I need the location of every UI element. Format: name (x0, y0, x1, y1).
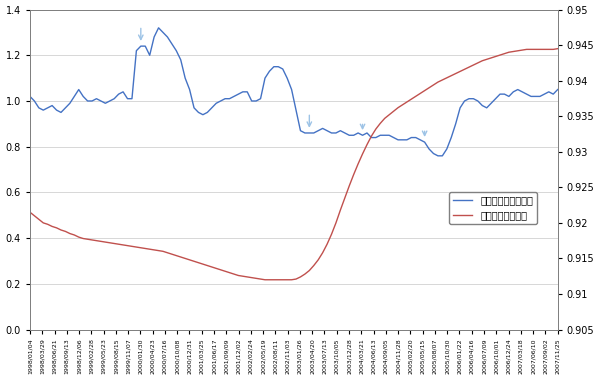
三井不動産（左軸） (394, 138, 401, 142)
三井不動産（左軸） (434, 154, 442, 158)
三井不動産（左軸） (554, 87, 561, 92)
三井不動産（左軸） (173, 48, 180, 53)
Line: 三菱地所（右軸）: 三菱地所（右軸） (30, 49, 557, 280)
三菱地所（右軸） (262, 277, 269, 282)
三井不動産（左軸） (323, 128, 331, 133)
三菱地所（右軸） (394, 105, 401, 110)
三菱地所（右軸） (168, 252, 175, 257)
Legend: 三井不動産（左軸）, 三菱地所（右軸）: 三井不動産（左軸）, 三菱地所（右軸） (449, 192, 537, 224)
三井不動産（左軸） (545, 90, 553, 94)
Line: 三井不動産（左軸）: 三井不動産（左軸） (30, 28, 557, 156)
三菱地所（右軸） (137, 245, 145, 250)
三菱地所（右軸） (541, 47, 548, 52)
三井不動産（左軸） (137, 44, 145, 48)
三井不動産（左軸） (155, 25, 162, 30)
三菱地所（右軸） (554, 46, 561, 51)
三菱地所（右軸） (26, 210, 34, 214)
三井不動産（左軸） (26, 94, 34, 99)
三菱地所（右軸） (448, 73, 455, 78)
三井不動産（左軸） (452, 122, 459, 126)
三菱地所（右軸） (323, 242, 331, 247)
